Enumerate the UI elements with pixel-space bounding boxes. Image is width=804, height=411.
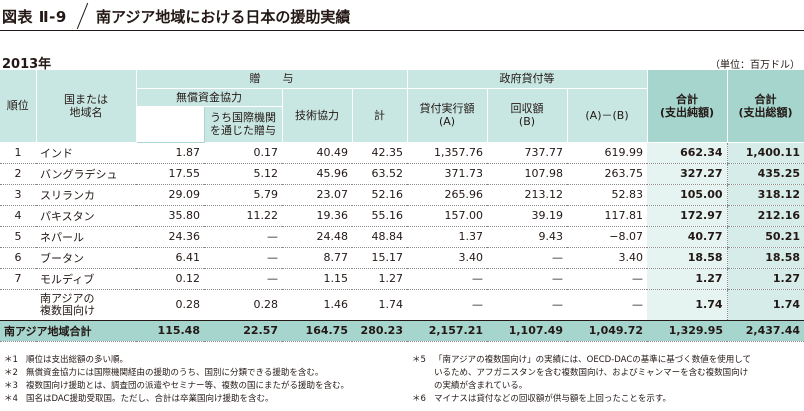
header-country: 国または 地域名 [36, 70, 137, 143]
table-row-multi-country: 南アジアの 複数国向け 0.28 0.28 1.46 1.74 — — — 1.74 1… [0, 289, 804, 321]
table-row: 3 スリランカ 29.09 5.79 23.07 52.16 265.96 213.12… [0, 184, 804, 206]
header-grant-aid-sub [136, 106, 205, 143]
unit-label: （単位：百万ドル） [710, 60, 800, 71]
header-sum-gross: 合計 (支出総額) [727, 70, 804, 143]
table-row: 7 モルディブ 0.12— 1.15 1.27 — — — 1.27 1.27 [0, 268, 804, 290]
note: ＊1 順位は支出総額の多い順。 [4, 355, 129, 365]
header-rank: 順位 [0, 70, 37, 143]
notes-right: ＊5 「南アジアの複数国向け」の実績には、OECD-DACの基準に基づく数値を使… [412, 354, 802, 406]
page-title: 南アジア地域における日本の援助実績 [96, 8, 351, 26]
header-sum-net: 合計 (支出純額) [647, 70, 728, 143]
header-tech: 技術協力 [282, 88, 353, 143]
table-row: 4 パキスタン 35.80 11.22 19.36 55.16 157.00 39.19… [0, 205, 804, 227]
note: ＊5 「南アジアの複数国向け」の実績には、OECD-DACの基準に基づく数値を使… [412, 355, 752, 391]
title-divider [76, 2, 89, 30]
table-row: 5 ネパール 24.36— 24.48 48.84 1.37 9.43 −8.07 4… [0, 226, 804, 248]
figure-number: 図表 Ⅱ-9 [2, 8, 67, 26]
header-total: 計 [352, 88, 408, 143]
header-net: (A)－(B) [567, 88, 648, 143]
aid-table: 順位 国または 地域名 贈 与 政府貸付等 合計 (支出純額) 合計 (支出総額… [0, 70, 804, 342]
note: ＊6 マイナスは貸付などの回収額が供与額を上回ったことを示す。 [412, 394, 671, 404]
title-rule [0, 30, 804, 31]
header-grant-aid: 無償資金協力 [136, 88, 283, 107]
table-row: 2 バングラデシュ 17.55 5.12 45.96 63.52 371.73 107.… [0, 163, 804, 185]
table-row-total: 南アジア地域合計 115.48 22.57 164.75 280.23 2,157.… [0, 319, 804, 342]
note: ＊4 国名はDAC援助受取国。ただし、合計は卒業国向け援助を含む。 [4, 394, 274, 404]
header-intl: うち国際機関 を通じた贈与 [204, 106, 283, 143]
note: ＊2 無償資金協力には国際機関経由の援助のうち、国別に分類できる援助を含む。 [4, 368, 324, 378]
header-grant: 贈 与 [136, 70, 408, 89]
table-row: 1 インド 1.87 0.17 40.49 42.35 1,357.76 737.77 … [0, 142, 804, 164]
notes-left: ＊1 順位は支出総額の多い順。 ＊2 無償資金協力には国際機関経由の援助のうち、国別… [4, 354, 404, 406]
header-exec: 貸付実行額 (A) [407, 88, 488, 143]
header-repay: 回収額 (B) [487, 88, 568, 143]
header-loans: 政府貸付等 [407, 70, 648, 89]
year-label: 2013年 [2, 57, 52, 72]
table-row: 6 ブータン 6.41— 8.77 15.17 3.40— 3.40 18.58 18… [0, 247, 804, 269]
note: ＊3 複数国向け援助とは、調査団の派遣やセミナー等、複数の国にまたがる援助を含む。 [4, 381, 350, 391]
title-bar: 図表 Ⅱ-9 南アジア地域における日本の援助実績 [0, 0, 804, 34]
